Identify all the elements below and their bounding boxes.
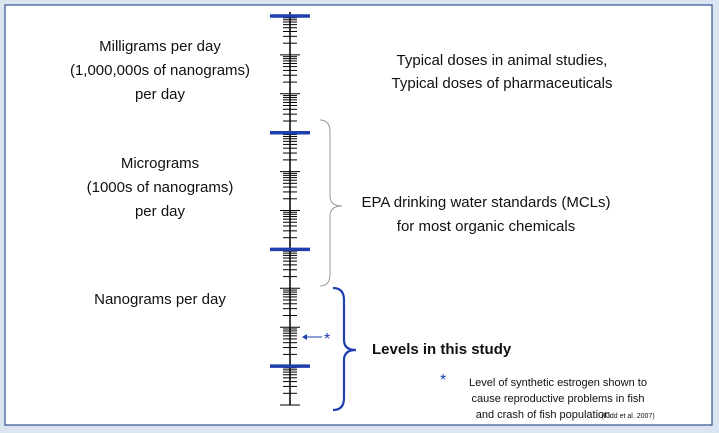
annotation: EPA drinking water standards (MCLs) [362, 194, 611, 211]
label: Milligrams per day [99, 38, 221, 55]
log-scale [270, 12, 310, 406]
annotation: Typical doses in animal studies, [397, 52, 608, 69]
footnote: and crash of fish population [476, 409, 611, 421]
citation: (Kidd et al. 2007) [601, 413, 654, 420]
label: (1,000,000s of nanograms) [70, 62, 250, 79]
annotation: for most organic chemicals [397, 218, 575, 235]
annotation: Typical doses of pharmaceuticals [392, 75, 613, 92]
annotation: Levels in this study [372, 341, 512, 358]
frame [4, 4, 713, 426]
label: Nanograms per day [94, 291, 226, 308]
footnote-marker: * [440, 372, 446, 389]
label: per day [135, 86, 186, 103]
label: (1000s of nanograms) [87, 179, 234, 196]
footnote: cause reproductive problems in fish [471, 393, 644, 405]
label: Micrograms [121, 155, 199, 172]
marker: * [324, 331, 330, 348]
footnote: Level of synthetic estrogen shown to [469, 377, 647, 389]
arrow-head [302, 334, 307, 340]
brace [319, 119, 343, 287]
brace [332, 286, 357, 412]
label: per day [135, 203, 186, 220]
